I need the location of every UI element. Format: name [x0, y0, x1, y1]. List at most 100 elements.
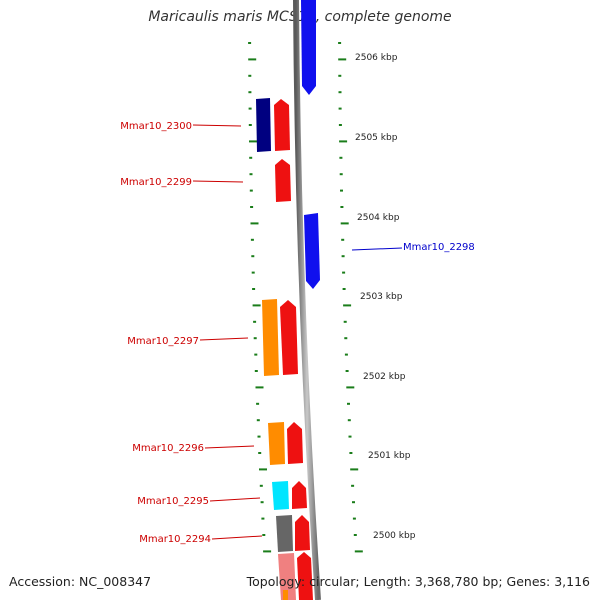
inner-tick-mark [249, 156, 253, 159]
inner-tick-mark [255, 386, 264, 389]
outer-tick-mark [347, 402, 350, 405]
inner-tick-mark [248, 124, 252, 126]
leader-line-mmar10-2298 [351, 247, 403, 251]
inner-tick-mark [251, 255, 255, 258]
map-title: Maricaulis maris MCS10, complete genome [148, 9, 452, 25]
outer-tick-mark [339, 140, 348, 143]
gene-label-mmar10-2296[interactable]: Mmar10_2296 [132, 443, 204, 454]
inner-tick-mark [249, 140, 257, 143]
inner-tick-mark [252, 288, 256, 290]
inner-tick-mark [251, 271, 255, 274]
inner-tick-mark [248, 74, 252, 77]
gene-block-bottom-category[interactable] [278, 553, 296, 600]
inner-tick-mark [253, 320, 257, 323]
outer-tick-mark [344, 353, 348, 356]
inner-tick-mark [248, 107, 252, 110]
inner-tick-mark [250, 222, 259, 225]
inner-tick-mark [252, 304, 261, 307]
gene-labels: Mmar10_2300 Mmar10_2299 Mmar10_2298 Mmar… [120, 121, 475, 545]
gene-label-lines [192, 124, 403, 540]
outer-tick-mark [338, 124, 342, 126]
gene-block-mmar10-2297[interactable] [280, 300, 298, 375]
outer-tick-mark [338, 74, 342, 77]
gene-block-mmar10-2296-category[interactable] [268, 422, 285, 465]
outer-tick-mark [343, 320, 347, 323]
outer-tick-mark [340, 222, 349, 225]
gene-block-mmar10-2296[interactable] [287, 422, 303, 464]
outer-tick-mark [338, 91, 342, 94]
gene-label-mmar10-2294[interactable]: Mmar10_2294 [139, 534, 211, 545]
inner-tick-mark [256, 419, 260, 422]
gene-label-mmar10-2295[interactable]: Mmar10_2295 [137, 496, 209, 507]
inner-tick-mark [254, 353, 258, 356]
gene-blocks [256, 98, 313, 600]
outer-tick-mark [343, 304, 352, 307]
gene-block-mmar10-2294[interactable] [295, 515, 310, 551]
gene-label-mmar10-2298[interactable]: Mmar10_2298 [403, 242, 475, 253]
inner-tick-mark [248, 58, 257, 61]
accession-text: Accession: NC_008347 [9, 574, 152, 589]
outer-tick-mark [339, 156, 343, 159]
gene-block-mmar10-2295[interactable] [292, 481, 307, 509]
gene-label-mmar10-2300[interactable]: Mmar10_2300 [120, 121, 192, 132]
kbp-label-2502: 2502 kbp [363, 372, 406, 382]
inner-tick-mark [259, 484, 263, 487]
outer-tick-mark [354, 550, 363, 553]
leader-line-mmar10-2299 [192, 180, 244, 183]
inner-tick-mark [249, 189, 253, 192]
inner-tick-mark [257, 435, 261, 438]
leader-line-mmar10-2296 [204, 445, 255, 449]
outer-tick-ring [338, 42, 363, 553]
outer-tick-mark [342, 288, 346, 290]
outer-tick-mark [342, 271, 346, 274]
kbp-label-2505: 2505 kbp [355, 133, 398, 143]
outer-tick-mark [351, 484, 355, 487]
inner-tick-mark [259, 468, 267, 471]
gene-block-mmar10-2298[interactable] [304, 213, 320, 289]
gene-label-mmar10-2299[interactable]: Mmar10_2299 [120, 177, 192, 188]
kbp-labels: 2506 kbp 2505 kbp 2504 kbp 2503 kbp 2502… [355, 53, 416, 541]
outer-tick-mark [352, 517, 356, 520]
gene-label-mmar10-2297[interactable]: Mmar10_2297 [127, 336, 199, 347]
inner-tick-mark [260, 501, 264, 504]
kbp-label-2506: 2506 kbp [355, 53, 398, 63]
kbp-label-2503: 2503 kbp [360, 292, 403, 302]
inner-tick-mark [261, 517, 265, 520]
outer-tick-mark [344, 337, 348, 340]
outer-tick-mark [341, 255, 345, 258]
gene-block-mmar10-2299[interactable] [275, 159, 291, 202]
outer-tick-mark [350, 468, 359, 471]
outer-tick-mark [340, 189, 343, 192]
inner-tick-mark [256, 402, 260, 405]
gene-block-reverse-top[interactable] [301, 0, 316, 95]
gene-block-bottom-stripe [283, 590, 288, 600]
outer-tick-mark [340, 206, 344, 208]
gene-block-mmar10-2294-category[interactable] [276, 515, 293, 552]
outer-tick-mark [345, 370, 349, 372]
topology-text: Topology: circular; Length: 3,368,780 bp… [246, 574, 590, 589]
outer-tick-mark [338, 58, 347, 61]
gene-block-mmar10-2295-category[interactable] [272, 481, 289, 510]
inner-tick-mark [263, 550, 272, 553]
gene-block-bottom[interactable] [297, 552, 313, 600]
inner-tick-ring [248, 42, 272, 553]
inner-tick-mark [254, 370, 258, 372]
outer-tick-mark [353, 534, 357, 536]
inner-tick-mark [249, 173, 253, 176]
genome-backbone [293, 0, 321, 600]
gene-block-mmar10-2300-category[interactable] [256, 98, 271, 152]
leader-line-mmar10-2297 [199, 337, 249, 341]
kbp-label-2501: 2501 kbp [368, 451, 411, 461]
leader-line-mmar10-2294 [211, 535, 263, 540]
outer-tick-mark [339, 173, 343, 176]
outer-tick-mark [338, 42, 342, 44]
outer-tick-mark [347, 419, 351, 422]
outer-tick-mark [352, 501, 355, 504]
inner-tick-mark [250, 206, 254, 208]
kbp-label-2504: 2504 kbp [357, 213, 400, 223]
gene-block-mmar10-2297-category[interactable] [262, 299, 279, 376]
gene-block-mmar10-2300[interactable] [274, 99, 290, 151]
inner-tick-mark [248, 42, 252, 44]
